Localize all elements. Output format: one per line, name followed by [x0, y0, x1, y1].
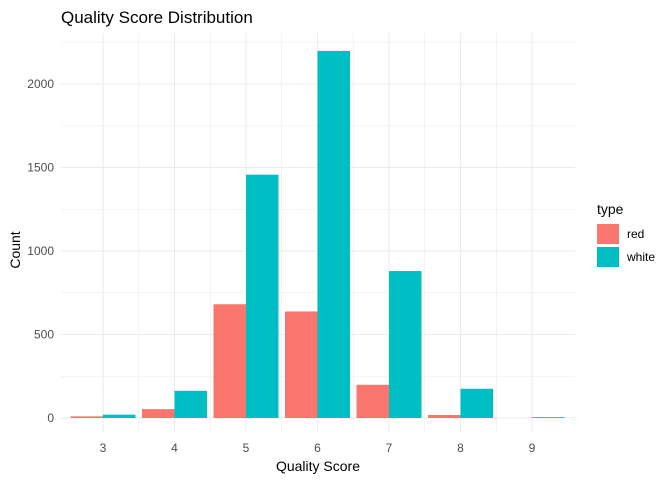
bar-red-3 — [70, 416, 103, 418]
y-tick-label: 2000 — [27, 77, 54, 91]
y-tick-label: 500 — [34, 328, 54, 342]
y-tick-label: 1000 — [27, 244, 54, 258]
bar-white-6 — [317, 50, 350, 419]
legend-title: type — [597, 201, 624, 217]
legend-items: red white — [597, 224, 655, 267]
bar-red-6 — [285, 311, 318, 418]
legend-label-red: red — [627, 227, 644, 241]
bar-white-5 — [246, 174, 279, 418]
legend: type red white — [597, 201, 655, 267]
bar-red-8 — [428, 414, 461, 418]
bar-white-3 — [103, 414, 136, 418]
bar-red-4 — [142, 409, 175, 418]
x-tick-label: 8 — [457, 441, 464, 455]
bar-red-7 — [356, 384, 389, 418]
x-tick-label: 6 — [314, 441, 321, 455]
x-tick-label: 3 — [100, 441, 107, 455]
x-tick-label: 9 — [529, 441, 536, 455]
x-tick-label: 5 — [243, 441, 250, 455]
bar-white-8 — [460, 388, 493, 418]
legend-label-white: white — [626, 250, 655, 264]
x-tick-label: 4 — [171, 441, 178, 455]
bars — [70, 50, 565, 419]
y-tick-label: 1500 — [27, 161, 54, 175]
bar-white-4 — [174, 390, 207, 418]
y-tick-label: 0 — [47, 411, 54, 425]
legend-key-white — [597, 247, 619, 267]
x-axis-ticks: 3 4 5 6 7 8 9 — [100, 441, 536, 455]
grid — [61, 33, 575, 432]
x-axis-title: Quality Score — [276, 458, 360, 474]
y-axis-title: Count — [7, 231, 23, 268]
y-axis-ticks: 0 500 1000 1500 2000 — [27, 77, 54, 425]
legend-key-red — [597, 224, 619, 244]
chart-title: Quality Score Distribution — [61, 8, 253, 27]
x-tick-label: 7 — [386, 441, 393, 455]
bar-red-5 — [213, 304, 246, 418]
bar-white-7 — [389, 271, 422, 418]
bar-white-9 — [532, 417, 565, 418]
